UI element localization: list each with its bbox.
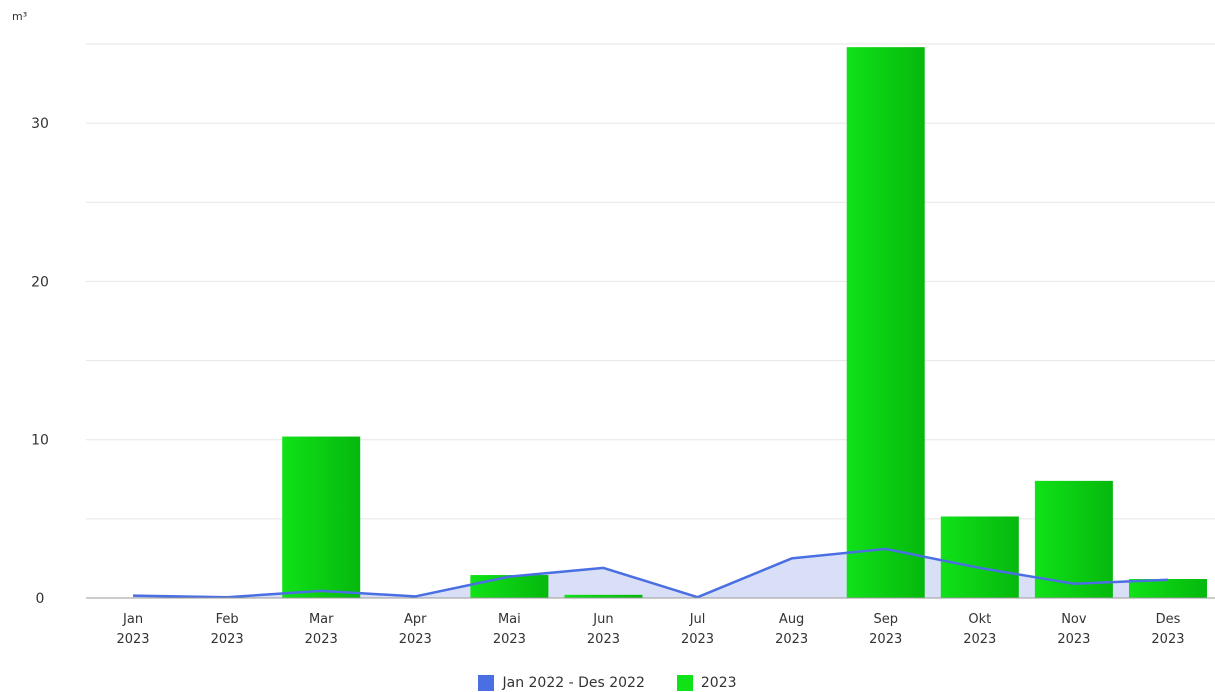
x-tick-month: Feb	[216, 612, 239, 627]
x-tick-year: 2023	[963, 632, 996, 647]
x-tick-month: Jun	[592, 612, 613, 627]
x-tick-year: 2023	[116, 632, 149, 647]
grid-lines	[86, 43, 1215, 520]
y-tick-label: 20	[31, 274, 49, 290]
x-tick-month: Mai	[498, 612, 521, 627]
x-tick-year: 2023	[587, 632, 620, 647]
legend-item-2023[interactable]: 2023	[676, 675, 737, 691]
previous-year-line-path[interactable]	[133, 547, 1169, 599]
x-tick-year: 2023	[1151, 632, 1184, 647]
x-tick-year: 2023	[399, 632, 432, 647]
x-tick-month: Apr	[404, 612, 427, 627]
x-tick-month: Nov	[1061, 612, 1087, 627]
x-tick-year: 2023	[211, 632, 244, 647]
x-tick-month: Des	[1156, 612, 1181, 627]
bar-2023-mai[interactable]	[470, 575, 549, 598]
legend-item-previous-year[interactable]: Jan 2022 - Des 2022	[478, 675, 645, 691]
x-tick-month: Aug	[779, 612, 804, 627]
legend: Jan 2022 - Des 2022 2023	[0, 674, 1215, 692]
x-tick-month: Mar	[309, 612, 334, 627]
previous-year-line	[133, 547, 1169, 599]
y-tick-label: 0	[36, 591, 45, 607]
x-tick-year: 2023	[493, 632, 526, 647]
y-axis-unit-label: m³	[12, 10, 28, 23]
legend-label-previous-year: Jan 2022 - Des 2022	[502, 675, 645, 691]
x-tick-year: 2023	[1057, 632, 1090, 647]
legend-swatch-green	[676, 675, 693, 691]
y-tick-label: 10	[31, 433, 49, 449]
y-tick-label: 30	[31, 116, 49, 132]
bar-2023-mar[interactable]	[282, 436, 361, 598]
legend-label-2023: 2023	[700, 675, 737, 691]
bar-2023-sep[interactable]	[846, 47, 925, 599]
x-tick-year: 2023	[305, 632, 338, 647]
x-tick-month: Jul	[689, 612, 706, 627]
legend-swatch-blue	[478, 675, 495, 691]
bar-2023-des[interactable]	[1128, 579, 1207, 598]
x-tick-year: 2023	[775, 632, 808, 647]
bar-2023-okt[interactable]	[940, 516, 1019, 598]
x-tick-year: 2023	[681, 632, 714, 647]
bars-2023	[282, 47, 1207, 599]
axes: 0 10 20 30 Jan 2023 Feb 2023 Mar 2023 Apr 2023 Mai 20…	[31, 116, 1215, 647]
chart-plot: 0 10 20 30 Jan 2023 Feb 2023 Mar 2023 Apr 2023 Mai 20…	[31, 43, 1215, 647]
x-tick-year: 2023	[869, 632, 902, 647]
x-tick-month: Okt	[968, 612, 991, 627]
x-tick-month: Sep	[873, 612, 898, 627]
bar-2023-nov[interactable]	[1034, 480, 1113, 598]
x-tick-month: Jan	[122, 612, 143, 627]
bar-2023-jun[interactable]	[564, 594, 643, 598]
